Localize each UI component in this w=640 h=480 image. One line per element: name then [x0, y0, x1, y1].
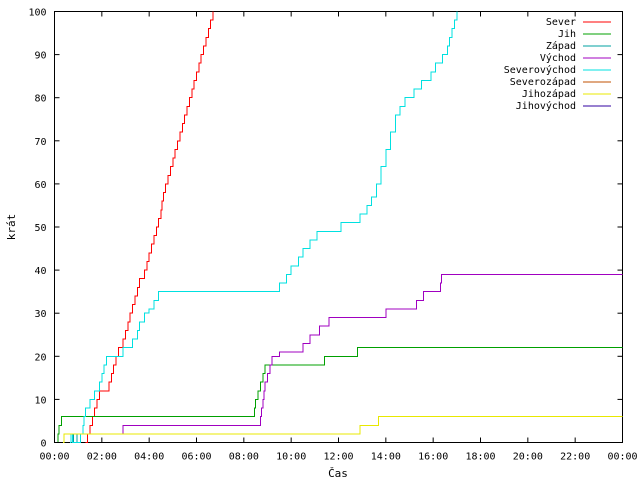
y-tick-label: 10	[34, 395, 46, 406]
legend-label: Východ	[540, 52, 576, 64]
series-line-0	[85, 11, 214, 443]
x-tick-label: 18:00	[465, 452, 495, 463]
series-line-3	[122, 273, 623, 435]
legend-label: Jihozápad	[522, 88, 576, 100]
series-line-1	[54, 347, 623, 443]
legend-label: Severovýchod	[504, 64, 576, 76]
y-tick-label: 50	[34, 223, 46, 234]
legend-label: Sever	[546, 17, 576, 28]
legend-label: Západ	[546, 40, 576, 52]
series-line-4	[69, 11, 458, 443]
x-tick-label: 12:00	[323, 452, 353, 463]
x-tick-label: 20:00	[513, 452, 543, 463]
series-line-6	[62, 416, 623, 443]
x-tick-label: 16:00	[418, 452, 448, 463]
series-line-2	[72, 433, 78, 443]
y-tick-label: 60	[34, 180, 46, 191]
x-tick-label: 08:00	[229, 452, 259, 463]
y-axis-label: krát	[5, 214, 18, 241]
legend: SeverJihZápadVýchodSeverovýchodSeverozáp…	[504, 17, 611, 112]
x-tick-label: 00:00	[39, 452, 69, 463]
x-tick-label: 02:00	[87, 452, 117, 463]
x-tick-label: 10:00	[276, 452, 306, 463]
x-tick-label: 14:00	[371, 452, 401, 463]
y-tick-label: 70	[34, 137, 46, 148]
legend-label: Jihovýchod	[516, 100, 576, 112]
y-tick-label: 90	[34, 51, 46, 62]
ticks-layer: 0 10 20 30 40 50 60 70 80 90 100 00:00 02:00 04:00 06:…	[28, 8, 637, 463]
x-tick-label: 22:00	[560, 452, 590, 463]
legend-label: Jih	[558, 29, 576, 40]
series-layer	[54, 11, 623, 443]
y-tick-label: 0	[40, 439, 46, 450]
y-tick-label: 30	[34, 309, 46, 320]
y-tick-label: 80	[34, 94, 46, 105]
x-axis-label: Čas	[328, 467, 348, 480]
y-tick-label: 100	[28, 8, 46, 19]
y-tick-label: 40	[34, 266, 46, 277]
legend-label: Severozápad	[510, 76, 576, 88]
x-tick-label: 04:00	[134, 452, 164, 463]
x-tick-label: 06:00	[181, 452, 211, 463]
y-tick-label: 20	[34, 352, 46, 363]
x-tick-label: 00:00	[607, 452, 637, 463]
